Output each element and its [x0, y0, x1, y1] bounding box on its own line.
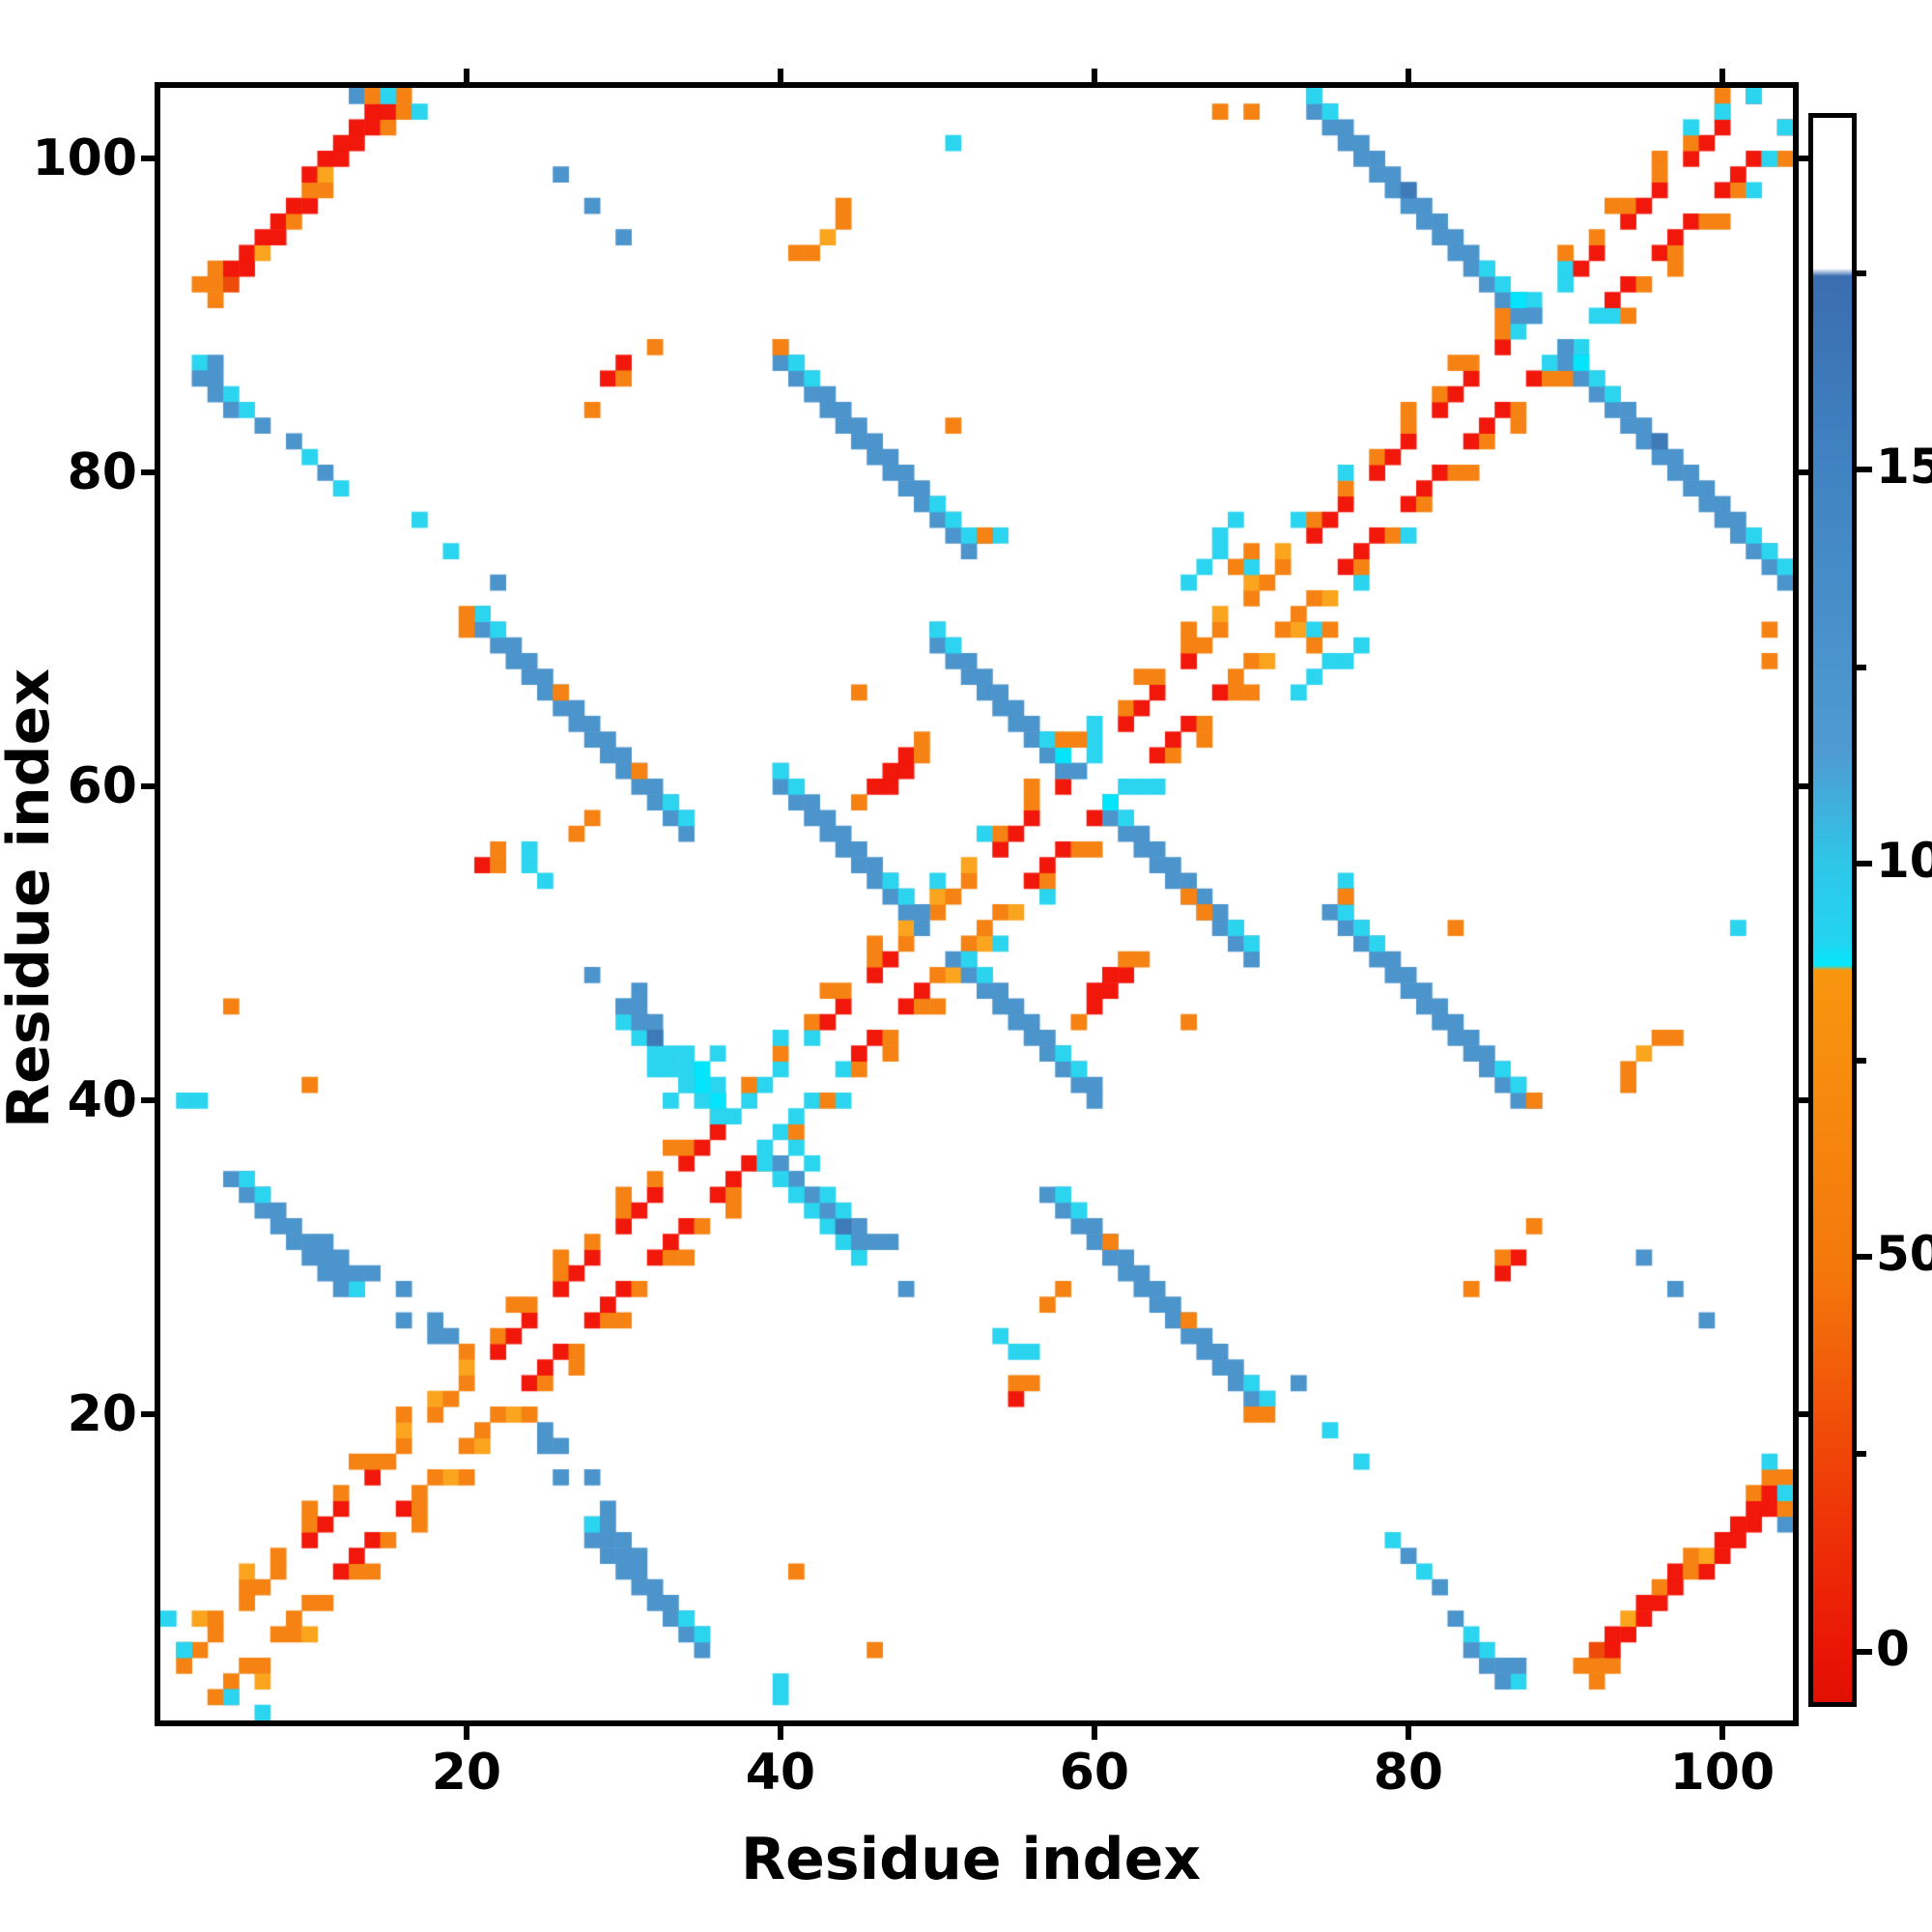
- y-tick-label: 20: [67, 1385, 137, 1444]
- colorbar-minor-tick-mark: [1857, 1450, 1866, 1457]
- x-tick-label: 40: [745, 1744, 816, 1802]
- y-tick-mark: [141, 1097, 155, 1104]
- colorbar: [1808, 113, 1857, 1707]
- x-tick-label: 80: [1373, 1744, 1444, 1802]
- colorbar-tick-mark: [1857, 1254, 1872, 1261]
- y-tick-label: 100: [32, 129, 137, 188]
- y-tick-mark-right: [1799, 1097, 1812, 1104]
- x-tick-mark-top: [1405, 69, 1411, 82]
- colorbar-tick-mark: [1857, 1648, 1872, 1655]
- y-tick-mark: [141, 783, 155, 790]
- y-tick-mark: [141, 156, 155, 162]
- y-tick-mark-right: [1799, 469, 1812, 476]
- x-tick-label: 100: [1669, 1744, 1776, 1802]
- x-axis-label: Residue index: [740, 1826, 1202, 1893]
- colorbar-tick-label: 50: [1876, 1226, 1932, 1283]
- colorbar-tick-label: 150: [1876, 439, 1932, 496]
- y-tick-mark-right: [1799, 1411, 1812, 1418]
- x-tick-mark: [463, 1726, 469, 1740]
- colorbar-tick-mark: [1857, 467, 1872, 473]
- colorbar-minor-tick-mark: [1857, 270, 1866, 276]
- colorbar-minor-tick-mark: [1857, 1057, 1866, 1064]
- colorbar-tick-label: 100: [1876, 833, 1932, 890]
- y-tick-mark-right: [1799, 783, 1812, 790]
- y-tick-mark: [141, 469, 155, 476]
- x-tick-mark: [777, 1726, 783, 1740]
- heatmap-canvas: [160, 88, 1793, 1720]
- y-tick-mark: [141, 1411, 155, 1418]
- y-axis-label: Residue index: [0, 668, 63, 1129]
- x-tick-mark: [1405, 1726, 1411, 1740]
- x-tick-mark-top: [463, 69, 469, 82]
- colorbar-minor-tick-mark: [1857, 665, 1866, 671]
- y-tick-label: 80: [67, 443, 137, 502]
- colorbar-tick-label: 0: [1876, 1620, 1910, 1677]
- y-tick-label: 40: [67, 1071, 137, 1130]
- x-tick-mark-top: [777, 69, 783, 82]
- x-tick-mark-top: [1091, 69, 1097, 82]
- y-tick-label: 60: [67, 757, 137, 816]
- x-tick-mark: [1719, 1726, 1725, 1740]
- x-tick-mark: [1091, 1726, 1097, 1740]
- y-tick-mark-right: [1799, 156, 1812, 162]
- x-tick-mark-top: [1719, 69, 1725, 82]
- plot-area: [155, 82, 1799, 1726]
- colorbar-tick-mark: [1857, 861, 1872, 867]
- x-tick-label: 20: [431, 1744, 502, 1802]
- x-tick-label: 60: [1059, 1744, 1130, 1802]
